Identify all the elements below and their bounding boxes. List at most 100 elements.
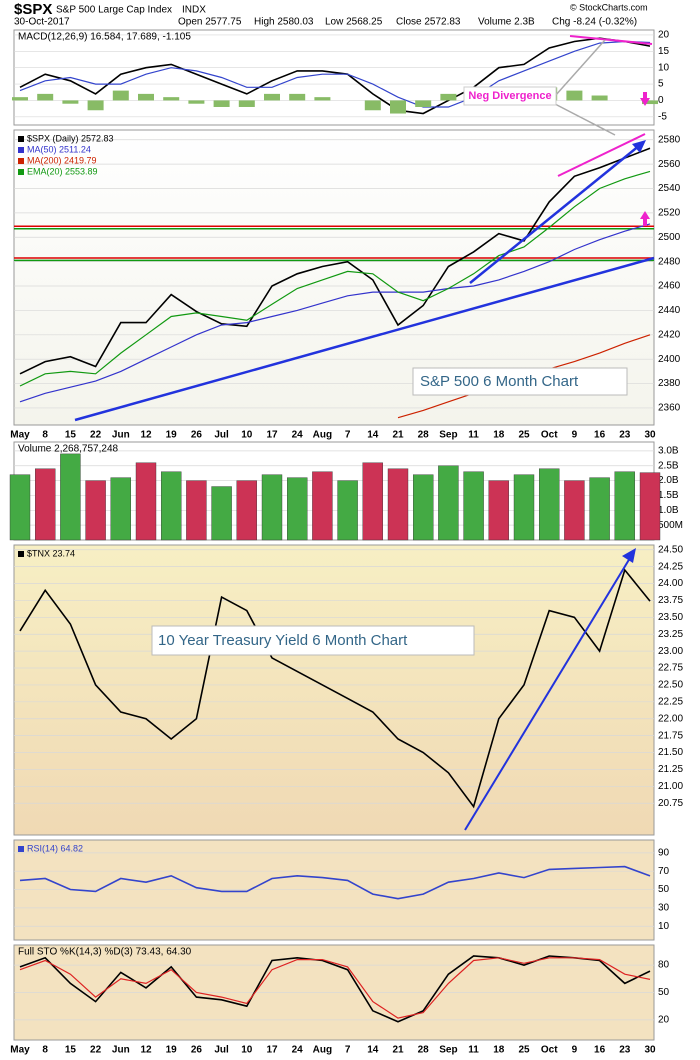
trend-line [469, 144, 641, 284]
y-tick-label: 23.50 [658, 612, 683, 623]
x-tick-label: Oct [541, 430, 558, 441]
histogram-bar [87, 100, 104, 111]
volume-bar [513, 474, 535, 541]
x-tick-label: 30 [644, 430, 656, 441]
date: 30-Oct-2017 [14, 17, 70, 28]
x-tick-label: 8 [42, 430, 48, 441]
x-tick-label: Aug [313, 1045, 332, 1056]
y-tick-label: 23.25 [658, 629, 683, 640]
arrow-head [622, 548, 636, 563]
arrow [640, 211, 650, 226]
x-tick-label: 11 [468, 1045, 479, 1056]
volume-bar [160, 471, 182, 541]
y-tick-label: 21.50 [658, 747, 683, 758]
x-tick-label: 19 [166, 430, 178, 441]
volume-bar [287, 477, 308, 541]
trend-line [74, 256, 655, 422]
legend-swatch [18, 136, 24, 142]
x-tick-label: 15 [65, 1045, 77, 1056]
series-line [19, 40, 651, 108]
y-tick-label: 2540 [658, 183, 681, 194]
volume-bar [589, 477, 610, 541]
x-tick-label: Aug [313, 430, 332, 441]
x-tick-label: 7 [345, 430, 351, 441]
volume-bar [85, 480, 106, 541]
x-tick-label: 23 [619, 430, 631, 441]
volume-bar [110, 477, 132, 541]
label-box [412, 367, 628, 396]
legend-entry: RSI(14) 64.82 [27, 843, 83, 853]
y-tick-label: 15 [658, 46, 670, 57]
legend-swatch [18, 169, 24, 175]
y-tick-label: 3.0B [658, 446, 679, 457]
y-tick-label: 2520 [658, 208, 681, 219]
histogram-bar [642, 100, 658, 105]
x-tick-label: 10 [241, 430, 253, 441]
x-tick-label: 9 [572, 430, 578, 441]
volume-bar [564, 480, 585, 541]
volume-bar [362, 462, 383, 541]
y-tick-label: 24.00 [658, 578, 683, 589]
annotation: Neg Divergence [468, 90, 551, 102]
x-tick-label: 28 [418, 1045, 430, 1056]
legend: Volume 2,268,757,248 [18, 444, 119, 455]
volume-bar [135, 462, 157, 541]
legend-swatch [18, 551, 24, 557]
y-tick-label: 2420 [658, 329, 681, 340]
histogram-bar [566, 90, 583, 101]
x-tick-label: Oct [541, 1045, 558, 1056]
y-tick-label: 5 [658, 79, 664, 90]
x-tick-label: 23 [619, 1045, 631, 1056]
y-tick-label: 24.50 [658, 544, 683, 555]
x-tick-label: 12 [140, 1045, 152, 1056]
series-line [19, 223, 651, 403]
x-tick-label: 16 [594, 430, 606, 441]
series-line [19, 957, 651, 1019]
open: Open 2577.75 [178, 17, 242, 28]
volume-bar [211, 486, 232, 541]
y-tick-label: 80 [658, 960, 670, 971]
histogram-bar [112, 90, 129, 101]
volume-bar [413, 474, 434, 541]
series-line [19, 147, 651, 375]
callout [554, 103, 616, 136]
series-line [19, 37, 651, 115]
volume-bar [236, 480, 258, 541]
x-tick-label: 7 [345, 1045, 351, 1056]
histogram-bar [415, 100, 432, 107]
x-tick-label: 17 [266, 1045, 278, 1056]
y-tick-label: 10 [658, 921, 670, 932]
y-tick-label: 1.0B [658, 505, 679, 516]
divergence-line [557, 133, 646, 177]
panel [13, 839, 655, 941]
legend-entry: $TNX 23.74 [27, 548, 75, 558]
y-tick-label: 2.5B [658, 460, 679, 471]
y-tick-label: 22.00 [658, 713, 683, 724]
y-tick-label: 2500 [658, 232, 681, 243]
name: S&P 500 Large Cap Index [56, 5, 172, 16]
histogram-bar [37, 93, 54, 101]
x-tick-label: May [10, 430, 30, 441]
x-tick-label: 21 [392, 430, 404, 441]
y-tick-label: 22.75 [658, 663, 683, 674]
volume-bar [60, 453, 81, 541]
y-tick-label: 2480 [658, 256, 681, 267]
y-tick-label: 500M [658, 520, 683, 531]
x-tick-label: 16 [594, 1045, 606, 1056]
x-tick-label: 26 [191, 1045, 203, 1056]
x-tick-label: 18 [493, 1045, 505, 1056]
volume-bar [387, 468, 409, 541]
volume-bar [337, 480, 358, 541]
volume-bar [463, 471, 484, 541]
x-tick-label: Jun [112, 430, 130, 441]
x-tick-label: 25 [518, 430, 530, 441]
histogram-bar [440, 93, 457, 101]
histogram-bar [163, 97, 180, 101]
volume-bar [186, 480, 207, 541]
x-tick-label: 22 [90, 430, 102, 441]
histogram-bar [138, 93, 154, 101]
y-tick-label: 2560 [658, 159, 681, 170]
y-tick-label: 2400 [658, 354, 681, 365]
y-tick-label: 1.5B [658, 490, 679, 501]
x-tick-label: 11 [468, 430, 479, 441]
